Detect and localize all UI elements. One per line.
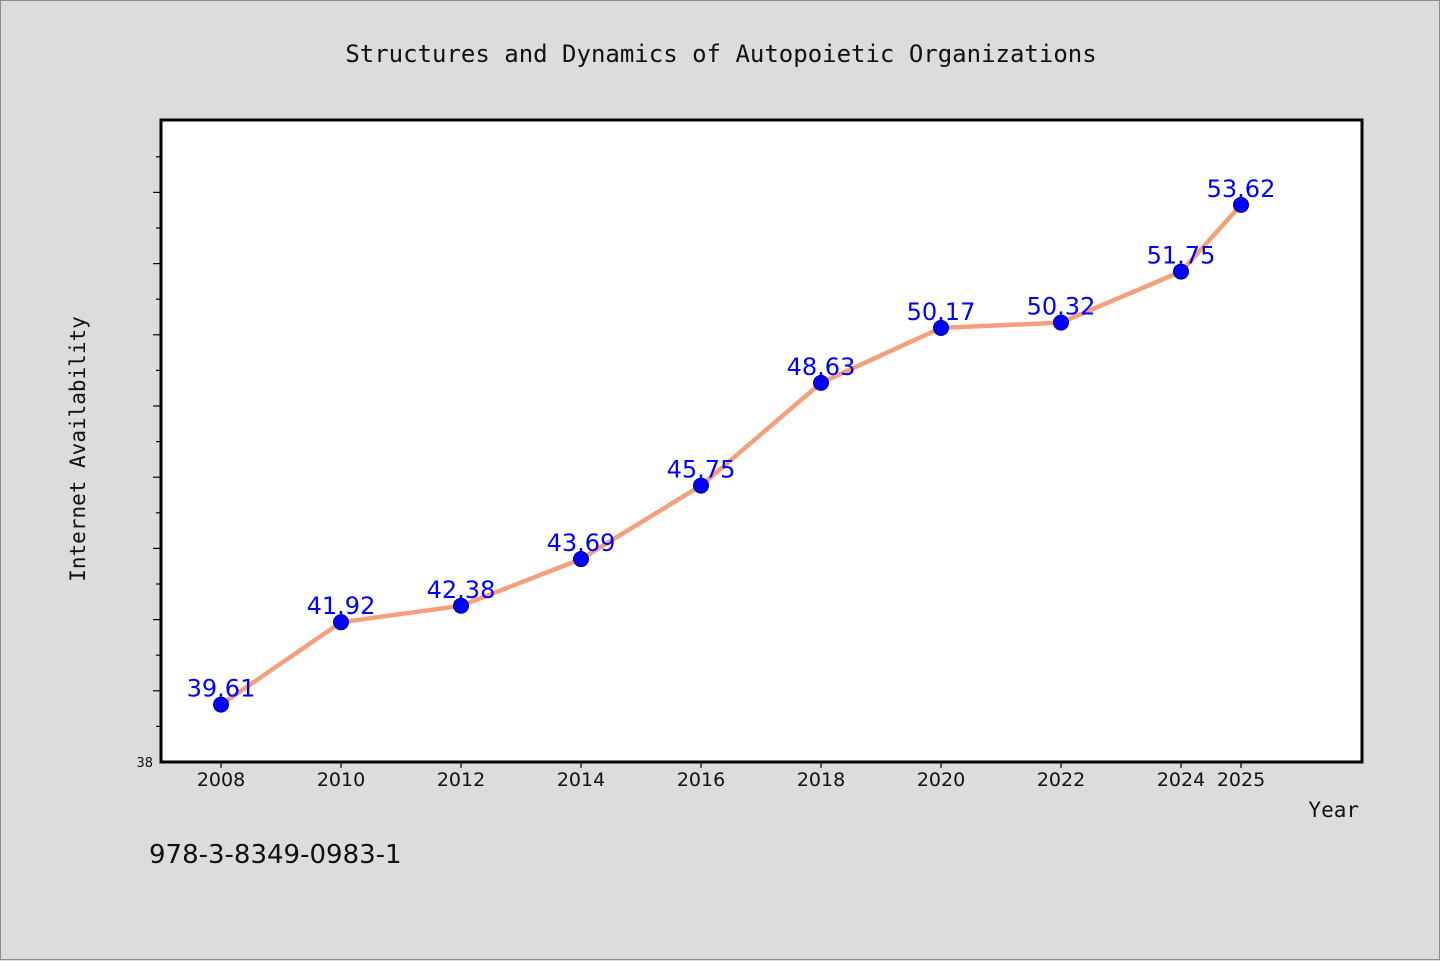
- x-tick-label: 2016: [677, 769, 725, 791]
- data-label: 53.62: [1207, 175, 1276, 203]
- data-point: [1233, 196, 1249, 213]
- x-tick-label: 2018: [797, 769, 845, 791]
- y-axis-ticks: [153, 156, 161, 728]
- data-point: [693, 477, 709, 494]
- x-tick-label: 2022: [1037, 769, 1085, 791]
- x-tick-label: 2012: [437, 769, 485, 791]
- data-label: 43.69: [547, 529, 616, 557]
- data-label: 45.75: [667, 456, 736, 484]
- x-axis-ticks: 2008 2010 2012 2014 2016 2018 2020 2022 2024 2025: [197, 762, 1265, 791]
- y-tick-label-min: 38: [136, 756, 153, 771]
- x-tick-label: 2014: [557, 769, 605, 791]
- data-label: 39.61: [187, 675, 256, 703]
- plot-area: [159, 118, 1364, 764]
- data-label: 42.38: [427, 576, 496, 604]
- data-labels: 39.61 41.92 42.38 43.69 45.75 48.63 50.17 50.32…: [187, 175, 1276, 703]
- data-label: 50.32: [1027, 293, 1096, 321]
- data-point: [1053, 314, 1069, 331]
- data-point: [1173, 263, 1189, 280]
- x-axis-label: Year: [1308, 798, 1359, 822]
- data-point: [573, 551, 589, 568]
- y-axis-label: Internet Availability: [66, 316, 90, 582]
- data-point: [213, 696, 229, 713]
- data-point: [813, 374, 829, 391]
- data-point: [933, 319, 949, 336]
- series-line: [219, 203, 1243, 707]
- data-label: 51.75: [1147, 242, 1216, 270]
- data-label: 48.63: [787, 353, 856, 381]
- data-label: 50.17: [907, 298, 976, 326]
- series-markers: [213, 196, 1249, 713]
- data-point: [453, 597, 469, 614]
- chart-title: Structures and Dynamics of Autopoietic O…: [345, 40, 1096, 68]
- data-label: 41.92: [307, 592, 376, 620]
- x-tick-label: 2024: [1157, 769, 1205, 791]
- isbn-text: 978-3-8349-0983-1: [149, 840, 402, 870]
- x-tick-label: 2010: [317, 769, 365, 791]
- data-point: [333, 614, 349, 631]
- x-tick-label: 2008: [197, 769, 245, 791]
- x-tick-label: 2020: [917, 769, 965, 791]
- x-tick-label: 2025: [1217, 769, 1265, 791]
